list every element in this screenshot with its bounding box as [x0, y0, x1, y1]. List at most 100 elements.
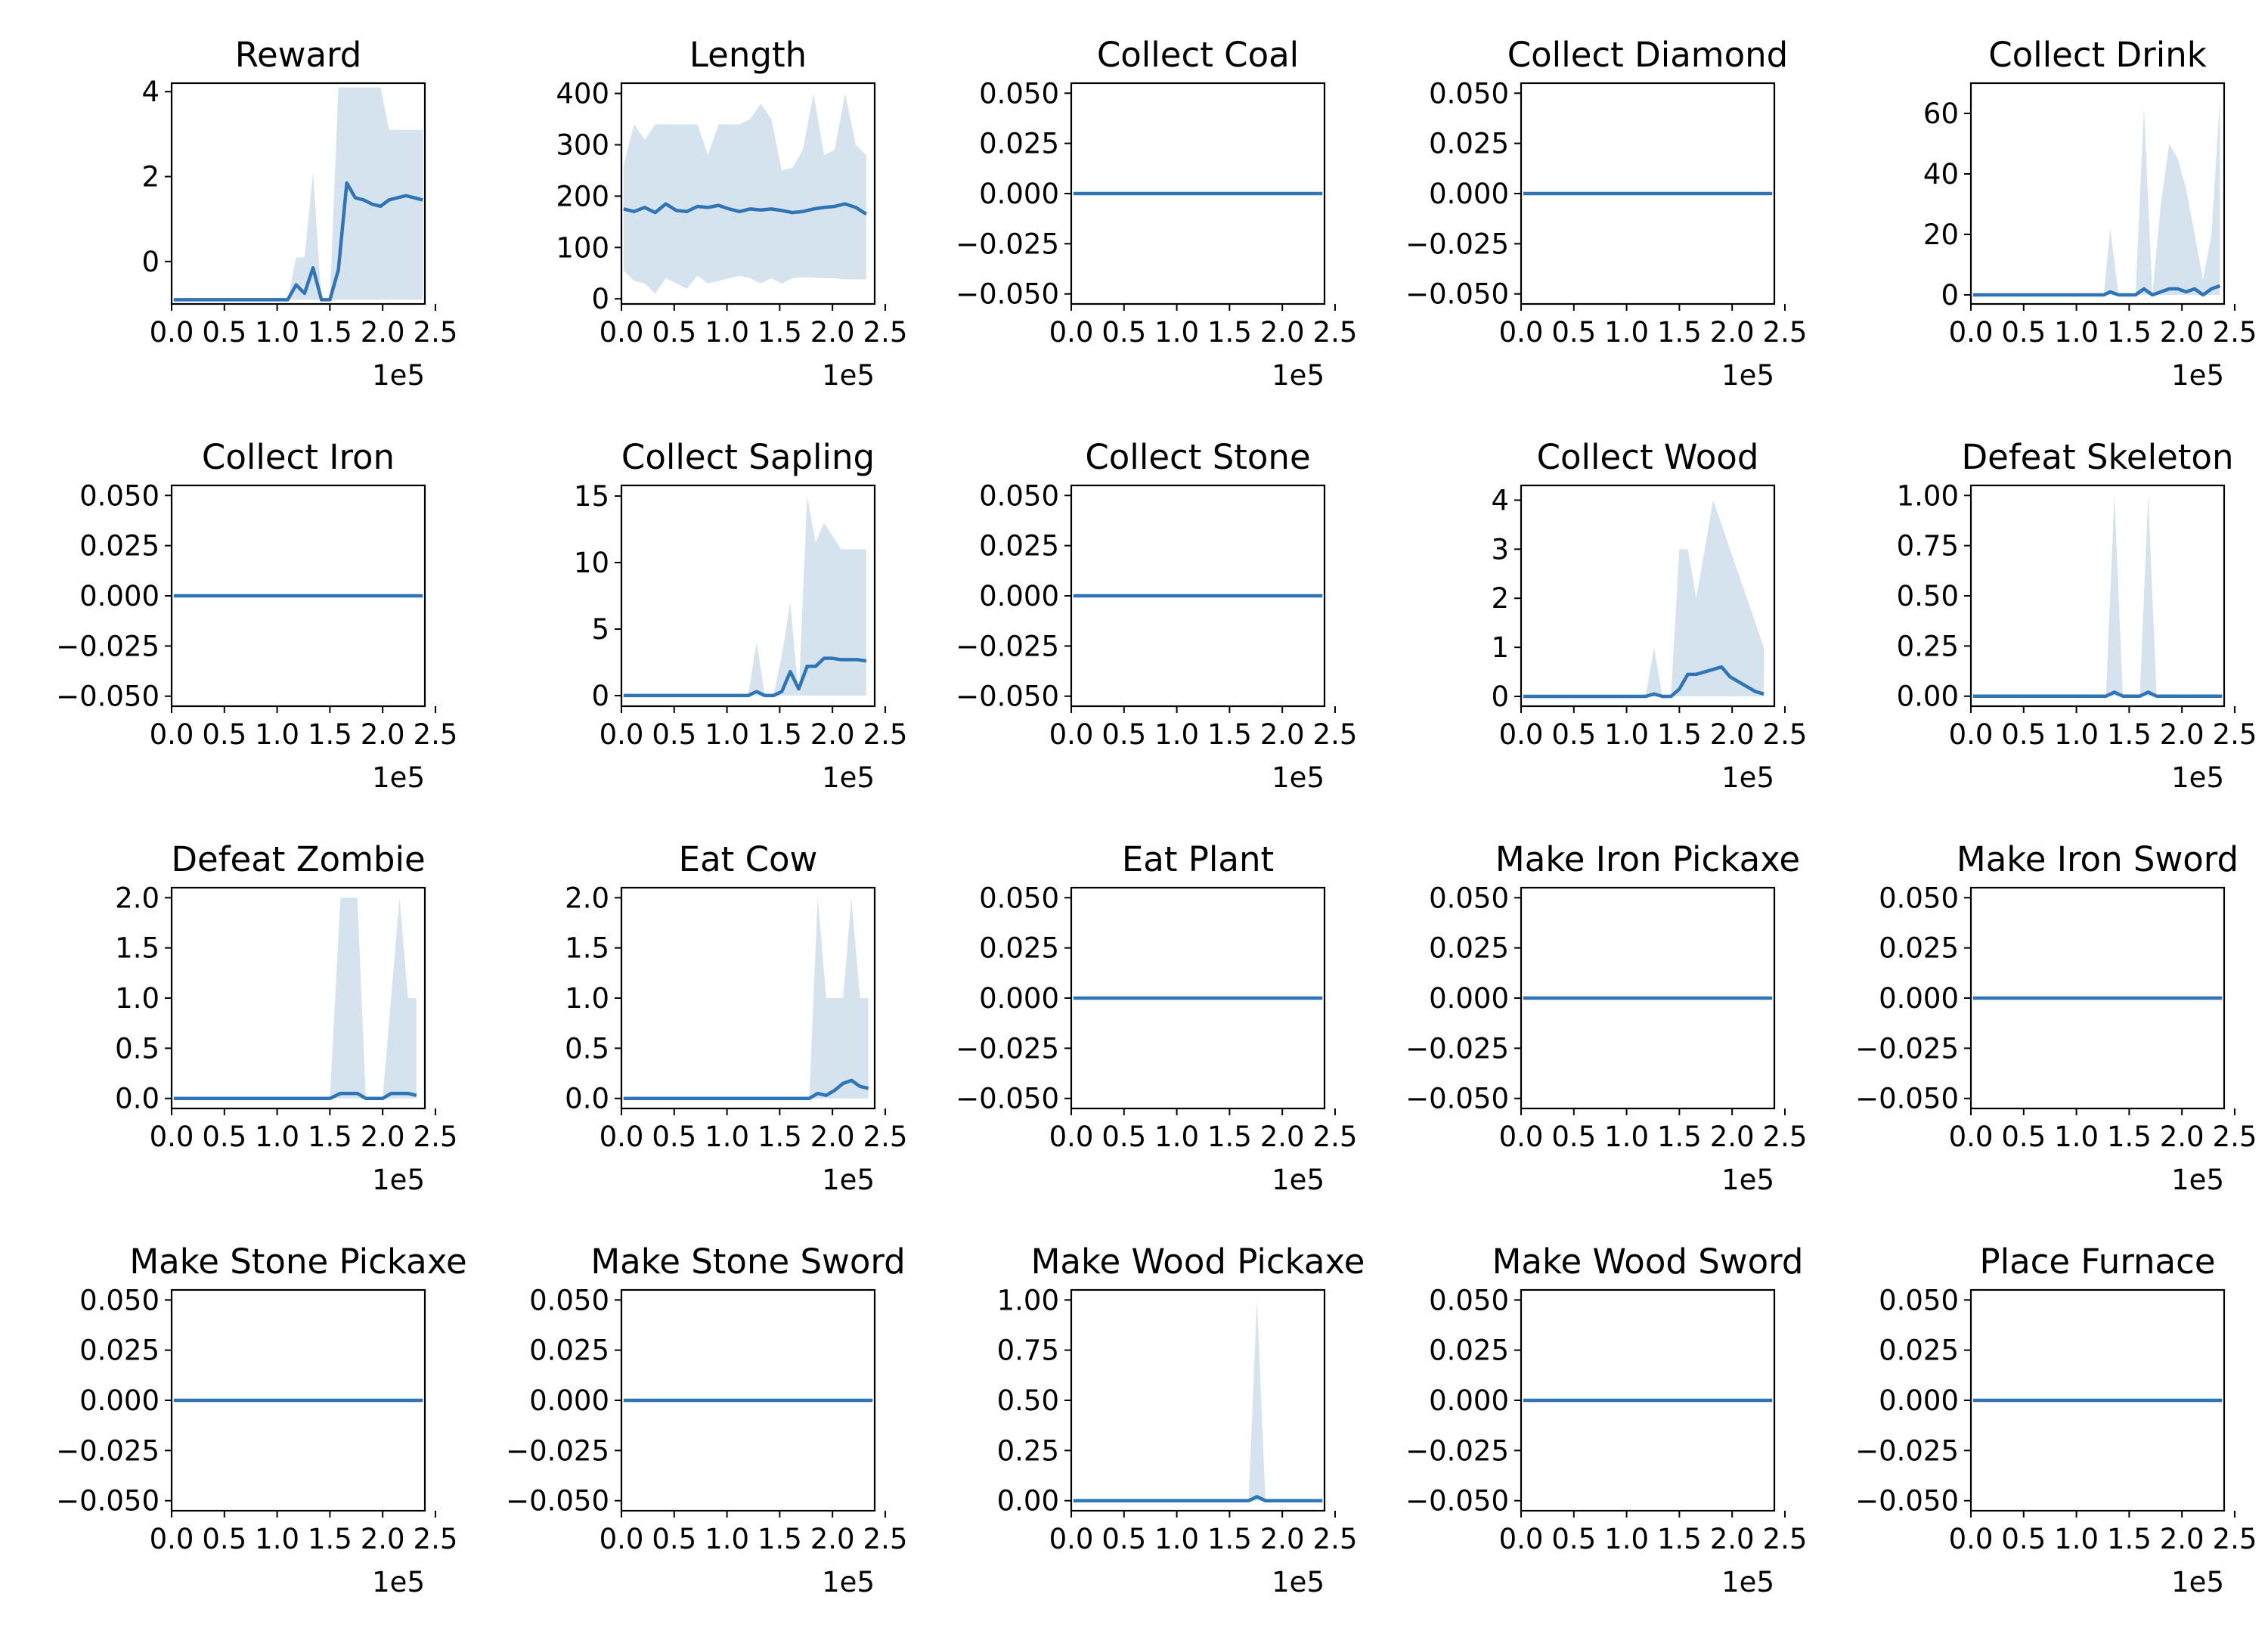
x-tick-label: 0.5 — [652, 718, 696, 751]
y-tick-label: −0.050 — [56, 681, 160, 713]
y-tick-label: 0.0 — [115, 1083, 160, 1115]
y-tick-label: 4 — [1491, 484, 1509, 516]
x-tick-label: 0.0 — [600, 316, 644, 349]
x-tick-label: 2.0 — [810, 718, 855, 751]
x-tick-label: 1.0 — [1604, 1121, 1649, 1153]
x-tick-label: 2.0 — [1710, 1523, 1755, 1555]
x-offset-label: 1e5 — [372, 359, 425, 392]
confidence-band — [623, 496, 866, 696]
y-tick-label: −0.050 — [956, 681, 1059, 713]
x-tick-label: 1.5 — [308, 1523, 352, 1555]
x-tick-label: 2.5 — [2213, 316, 2257, 349]
series-line — [623, 202, 868, 216]
y-tick-label: 0 — [591, 283, 609, 315]
x-tick-label: 2.0 — [1710, 316, 1755, 349]
y-tick-label: −0.025 — [956, 228, 1059, 260]
x-offset-label: 1e5 — [1272, 1164, 1325, 1196]
y-tick-label: 300 — [556, 129, 609, 161]
subplot-title: Make Stone Pickaxe — [129, 1242, 466, 1282]
x-tick-label: 0.0 — [1949, 1121, 1994, 1153]
x-tick-label: 2.5 — [1763, 316, 1808, 349]
axes-frame — [620, 484, 876, 708]
series-line — [1523, 665, 1765, 699]
y-tick-label: 0.025 — [1879, 932, 1959, 965]
y-tick-label: 0.050 — [1879, 882, 1959, 914]
subplot-title: Reward — [235, 35, 362, 75]
x-tick-label: 2.5 — [863, 1121, 908, 1153]
x-tick-label: 2.0 — [2160, 1523, 2204, 1555]
x-tick-label: 1.5 — [1657, 1121, 1702, 1153]
y-tick-label: 0.000 — [979, 982, 1059, 1015]
y-tick-label: 1 — [1491, 631, 1509, 664]
x-tick-label: 1.5 — [2107, 718, 2152, 751]
x-offset-label: 1e5 — [1272, 761, 1325, 794]
y-tick-label: 1.00 — [997, 1284, 1059, 1316]
x-tick-label: 2.0 — [1710, 1121, 1755, 1153]
x-tick-label: 0.0 — [1049, 718, 1094, 751]
x-offset-label: 1e5 — [372, 1566, 425, 1598]
x-tick-label: 1.0 — [1604, 718, 1649, 751]
y-tick-label: 0.0 — [565, 1083, 609, 1115]
x-offset-label: 1e5 — [822, 359, 875, 392]
y-tick-label: 2.0 — [115, 882, 160, 914]
x-tick-label: 2.0 — [2160, 1121, 2204, 1153]
x-offset-label: 1e5 — [1272, 1566, 1325, 1598]
x-tick-label: 1.0 — [1154, 718, 1199, 751]
x-tick-label: 1.0 — [2054, 1523, 2099, 1555]
y-tick-label: 100 — [556, 231, 609, 264]
y-tick-label: 0.000 — [79, 1384, 160, 1417]
y-tick-label: −0.025 — [1405, 228, 1509, 260]
x-tick-label: 0.0 — [600, 1121, 644, 1153]
x-tick-label: 0.0 — [1499, 1121, 1544, 1153]
x-tick-label: 2.0 — [2160, 316, 2204, 349]
x-tick-label: 1.5 — [758, 316, 802, 349]
x-tick-label: 1.5 — [1657, 718, 1702, 751]
x-tick-label: 2.5 — [1313, 718, 1358, 751]
y-tick-label: −0.050 — [956, 1083, 1059, 1115]
x-offset-label: 1e5 — [2171, 359, 2224, 392]
x-tick-label: 2.0 — [361, 316, 405, 349]
x-offset-label: 1e5 — [822, 761, 875, 794]
y-tick-label: 0.050 — [1429, 882, 1509, 914]
x-offset-label: 1e5 — [822, 1164, 875, 1196]
y-tick-label: −0.050 — [56, 1485, 160, 1518]
x-tick-label: 1.5 — [758, 1121, 802, 1153]
y-tick-label: 0.000 — [1429, 178, 1509, 210]
y-tick-label: 0.025 — [979, 932, 1059, 965]
x-tick-label: 2.0 — [361, 718, 405, 751]
x-tick-label: 2.5 — [1763, 1523, 1808, 1555]
x-tick-label: 2.0 — [1260, 718, 1305, 751]
y-tick-label: 0.025 — [979, 530, 1059, 563]
x-tick-label: 1.5 — [1657, 316, 1702, 349]
y-tick-label: 0.050 — [979, 77, 1059, 110]
y-tick-label: −0.025 — [1405, 1434, 1509, 1467]
series-line — [623, 1078, 869, 1100]
y-tick-label: 1.5 — [565, 932, 609, 965]
y-tick-label: 0.025 — [529, 1335, 609, 1367]
y-tick-label: 200 — [556, 180, 609, 212]
x-tick-label: 0.0 — [1049, 1523, 1094, 1555]
x-tick-label: 0.0 — [1049, 1121, 1094, 1153]
x-tick-label: 0.0 — [150, 316, 194, 349]
x-tick-label: 0.5 — [1101, 316, 1146, 349]
y-tick-label: −0.025 — [1855, 1434, 1959, 1467]
subplot-title: Collect Coal — [1097, 35, 1299, 75]
x-tick-label: 0.5 — [1551, 1121, 1596, 1153]
axes-frame — [1969, 82, 2226, 305]
x-tick-label: 1.0 — [1604, 316, 1649, 349]
subplot-title: Place Furnace — [1979, 1242, 2215, 1282]
x-tick-label: 2.5 — [2213, 718, 2257, 751]
y-tick-label: 0.5 — [565, 1032, 609, 1065]
axes-frame — [170, 82, 426, 305]
y-tick-label: 0.000 — [529, 1384, 609, 1417]
series-line — [173, 1091, 417, 1100]
subplot-title: Defeat Skeleton — [1962, 437, 2234, 477]
y-tick-label: 0.50 — [1897, 580, 1959, 612]
y-tick-label: 0.50 — [997, 1384, 1059, 1417]
x-tick-label: 1.5 — [758, 718, 802, 751]
y-tick-label: 0 — [1941, 279, 1959, 312]
y-tick-label: 0.025 — [979, 128, 1059, 160]
y-tick-label: 0.000 — [979, 580, 1059, 612]
y-tick-label: 0.025 — [1429, 128, 1509, 160]
